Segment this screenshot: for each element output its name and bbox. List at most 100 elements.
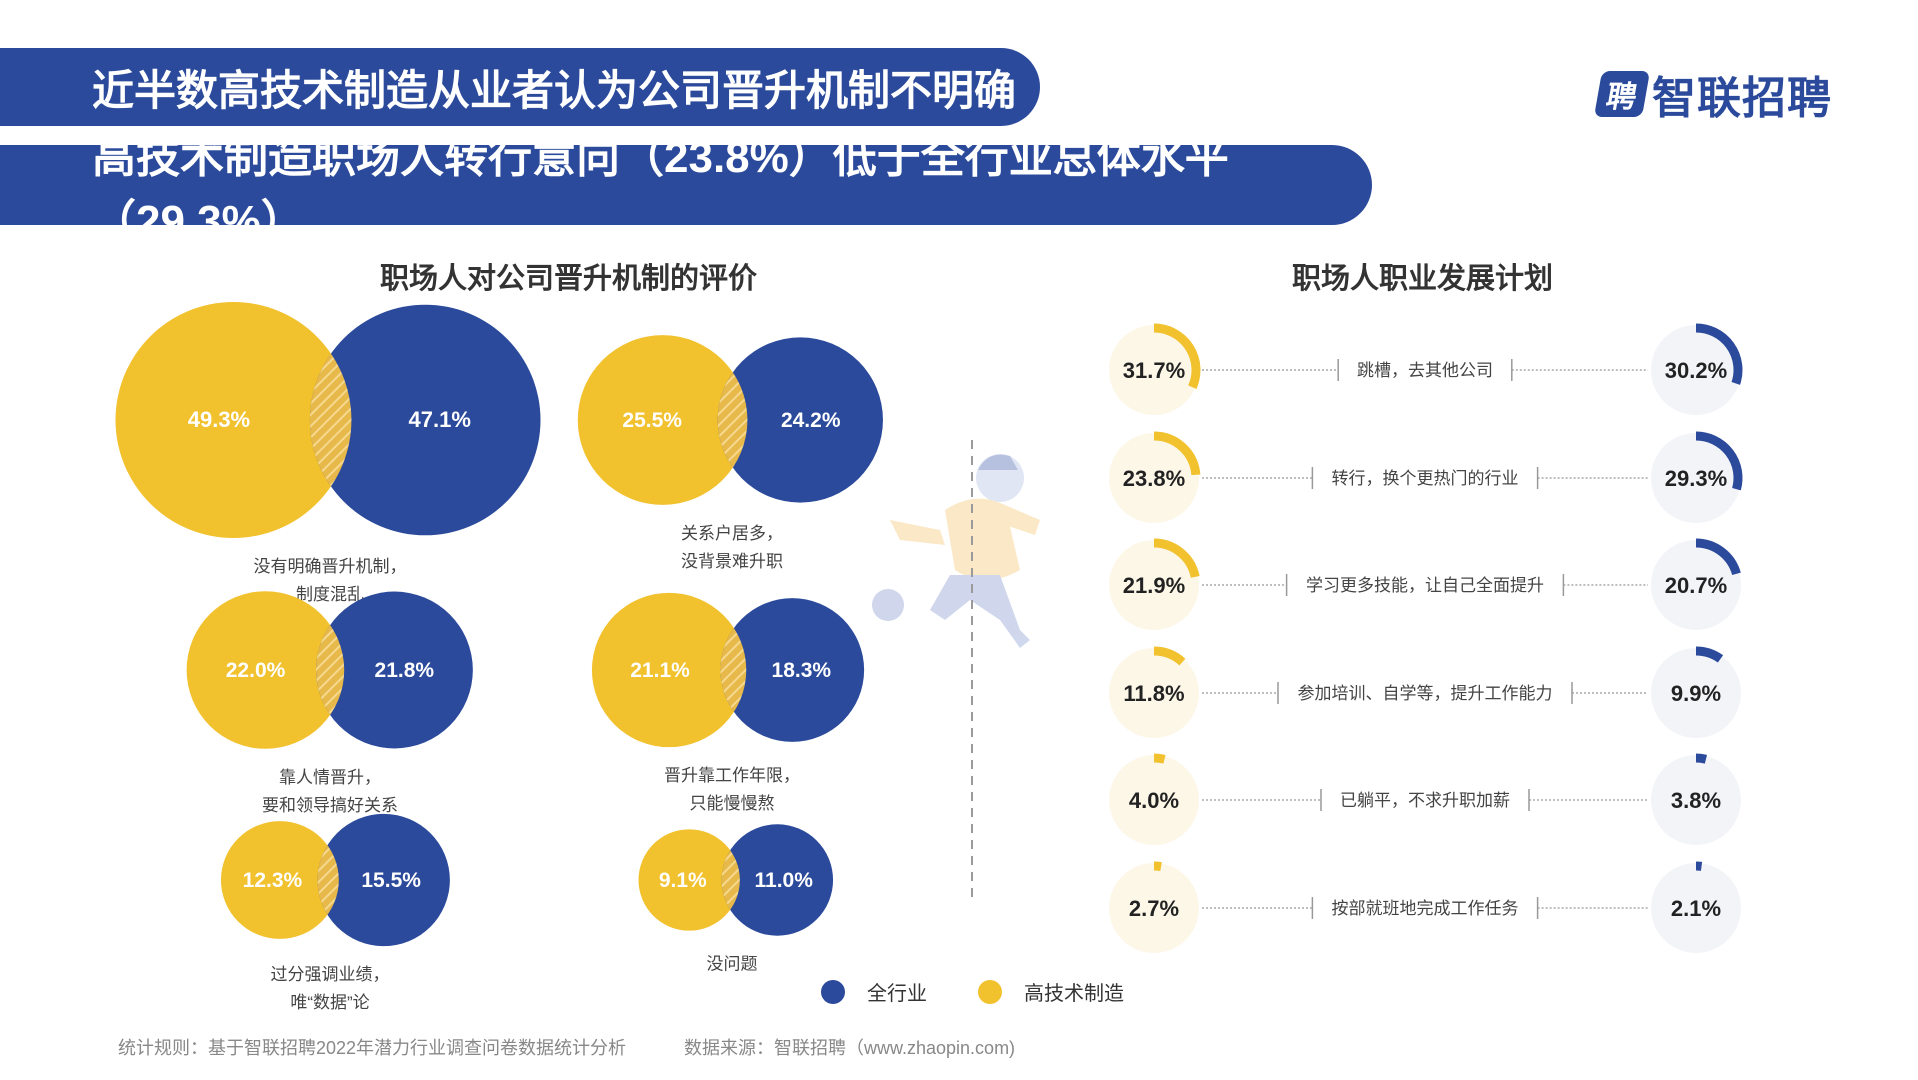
venn-category-label: 晋升靠工作年限， bbox=[664, 766, 800, 785]
venn-value-high-tech: 21.1% bbox=[630, 659, 690, 682]
ring-track-high-tech bbox=[1109, 540, 1199, 630]
ring-track-high-tech bbox=[1109, 648, 1199, 738]
plan-category-label: 跳槽，去其他公司 bbox=[1357, 361, 1493, 380]
venn-circle-all-industry bbox=[315, 591, 473, 749]
venn-value-high-tech: 22.0% bbox=[226, 659, 286, 682]
legend-swatch-icon bbox=[821, 979, 845, 1004]
ring-value-high-tech: 11.8% bbox=[1123, 681, 1184, 706]
venn-value-all-industry: 15.5% bbox=[361, 869, 421, 892]
plan-category-label: 学习更多技能，让自己全面提升 bbox=[1306, 576, 1544, 595]
venn-circle-high-tech bbox=[591, 592, 747, 748]
ring-track-all-industry bbox=[1651, 863, 1741, 953]
venn-pair: 25.5% 24.2% 关系户居多， 没背景难升职 bbox=[577, 335, 883, 571]
venn-category-label: 没背景难升职 bbox=[681, 552, 783, 571]
venn-category-label: 过分强调业绩， bbox=[271, 965, 390, 984]
ring-track-high-tech bbox=[1109, 863, 1199, 953]
venn-circle-all-industry bbox=[309, 304, 541, 536]
ring-arc-high-tech bbox=[1153, 538, 1200, 578]
venn-pair: 12.3% 15.5% 过分强调业绩， 唯“数据”论 bbox=[220, 813, 450, 1012]
ring-arc-high-tech bbox=[1153, 323, 1201, 389]
venn-value-high-tech: 25.5% bbox=[622, 409, 682, 432]
venn-value-high-tech: 9.1% bbox=[659, 869, 707, 892]
ring-value-all-industry: 20.7% bbox=[1665, 573, 1727, 598]
venn-circle-all-industry bbox=[717, 337, 883, 503]
ring-track-high-tech bbox=[1109, 433, 1199, 523]
logo-text: 智联招聘 bbox=[1652, 74, 1832, 123]
venn-circle-all-industry bbox=[317, 813, 450, 947]
ring-value-all-industry: 9.9% bbox=[1671, 681, 1721, 706]
footer-rule: 统计规则：基于智联招聘2022年潜力行业调查问卷数据统计分析 bbox=[118, 1038, 627, 1058]
plan-row: 21.9% 20.7% 学习更多技能，让自己全面提升 bbox=[1109, 538, 1741, 630]
venn-circle-all-industry bbox=[721, 824, 834, 936]
venn-pair: 49.3% 47.1% 没有明确晋升机制， 制度混乱 bbox=[115, 302, 541, 604]
venn-circle-high-tech bbox=[577, 335, 748, 505]
plan-category-label: 已躺平，不求升职加薪 bbox=[1340, 791, 1510, 810]
plan-category-label: 按部就班地完成工作任务 bbox=[1332, 899, 1519, 918]
running-person-illustration bbox=[872, 454, 1040, 648]
ring-arc-high-tech bbox=[1153, 646, 1186, 666]
plan-row: 11.8% 9.9% 参加培训、自学等，提升工作能力 bbox=[1109, 646, 1741, 738]
ring-arc-high-tech bbox=[1153, 753, 1166, 764]
subheadline-banner: 高技术制造职场人转行意向（23.8%）低于全行业总体水平（29.3%） bbox=[0, 133, 1372, 246]
zhaopin-logo: 聘 智联招聘 bbox=[1593, 62, 1832, 126]
venn-value-all-industry: 11.0% bbox=[755, 869, 814, 892]
venn-circle-high-tech bbox=[220, 821, 339, 939]
venn-value-all-industry: 47.1% bbox=[409, 407, 471, 432]
ring-arc-high-tech bbox=[1153, 861, 1162, 872]
left-chart-title: 职场人对公司晋升机制的评价 bbox=[380, 263, 758, 295]
ring-arc-all-industry bbox=[1695, 431, 1743, 491]
plan-row: 31.7% 30.2% 跳槽，去其他公司 bbox=[1109, 323, 1743, 415]
venn-category-label: 靠人情晋升， bbox=[279, 768, 381, 787]
legend-swatch-icon bbox=[978, 979, 1002, 1004]
venn-category-label: 唯“数据”论 bbox=[290, 993, 369, 1012]
venn-category-label: 要和领导搞好关系 bbox=[262, 796, 398, 815]
venn-category-label: 没问题 bbox=[707, 955, 758, 974]
ring-value-high-tech: 21.9% bbox=[1123, 573, 1185, 598]
plan-row: 4.0% 3.8% 已躺平，不求升职加薪 bbox=[1109, 753, 1741, 845]
ring-track-high-tech bbox=[1109, 755, 1199, 845]
venn-value-all-industry: 24.2% bbox=[781, 409, 841, 432]
ring-arc-all-industry bbox=[1695, 753, 1707, 764]
ring-arc-all-industry bbox=[1695, 538, 1741, 576]
ring-track-all-industry bbox=[1651, 540, 1741, 630]
ring-value-all-industry: 29.3% bbox=[1665, 466, 1727, 491]
ring-arc-all-industry bbox=[1695, 323, 1743, 385]
legend-item-high-tech: 高技术制造 bbox=[978, 977, 1124, 1006]
venn-circle-high-tech bbox=[186, 591, 345, 749]
ring-arc-all-industry bbox=[1695, 646, 1724, 663]
venn-pair: 21.1% 18.3% 晋升靠工作年限， 只能慢慢熬 bbox=[591, 592, 865, 813]
venn-pair: 22.0% 21.8% 靠人情晋升， 要和领导搞好关系 bbox=[186, 591, 473, 815]
right-chart-title: 职场人职业发展计划 bbox=[1292, 263, 1554, 295]
legend-item-all-industry: 全行业 bbox=[821, 977, 927, 1006]
plan-category-label: 转行，换个更热门的行业 bbox=[1332, 469, 1519, 488]
ring-track-all-industry bbox=[1651, 433, 1741, 523]
subheadline-text: 高技术制造职场人转行意向（23.8%）低于全行业总体水平（29.3%） bbox=[92, 133, 1229, 246]
ring-value-high-tech: 23.8% bbox=[1123, 466, 1185, 491]
ring-track-high-tech bbox=[1109, 325, 1199, 415]
plan-category-label: 参加培训、自学等，提升工作能力 bbox=[1298, 684, 1553, 703]
ring-value-high-tech: 4.0% bbox=[1129, 788, 1179, 813]
venn-category-label: 关系户居多， bbox=[681, 524, 783, 543]
headline-text: 近半数高技术制造从业者认为公司晋升机制不明确 bbox=[92, 66, 1017, 114]
venn-category-label: 只能慢慢熬 bbox=[690, 793, 775, 813]
headline-banner: 近半数高技术制造从业者认为公司晋升机制不明确 bbox=[0, 48, 1040, 126]
venn-value-high-tech: 12.3% bbox=[243, 869, 303, 892]
ring-value-high-tech: 31.7% bbox=[1123, 358, 1185, 383]
venn-circle-high-tech bbox=[638, 829, 740, 931]
ring-track-all-industry bbox=[1651, 648, 1741, 738]
ring-value-all-industry: 2.1% bbox=[1671, 896, 1721, 921]
plan-row: 2.7% 2.1% 按部就班地完成工作任务 bbox=[1109, 861, 1741, 953]
ring-value-all-industry: 3.8% bbox=[1671, 788, 1721, 813]
ring-arc-high-tech bbox=[1153, 431, 1201, 476]
legend-label: 高技术制造 bbox=[1024, 983, 1124, 1005]
ring-value-all-industry: 30.2% bbox=[1665, 358, 1727, 383]
venn-value-all-industry: 18.3% bbox=[772, 659, 832, 682]
ring-track-all-industry bbox=[1651, 325, 1741, 415]
plan-row: 23.8% 29.3% 转行，换个更热门的行业 bbox=[1109, 431, 1743, 523]
legend-label: 全行业 bbox=[867, 983, 927, 1005]
ring-track-all-industry bbox=[1651, 755, 1741, 845]
venn-value-all-industry: 21.8% bbox=[375, 659, 435, 682]
footer-source: 数据来源：智联招聘（www.zhaopin.com) bbox=[684, 1038, 1016, 1058]
venn-category-label: 没有明确晋升机制， bbox=[254, 557, 407, 576]
